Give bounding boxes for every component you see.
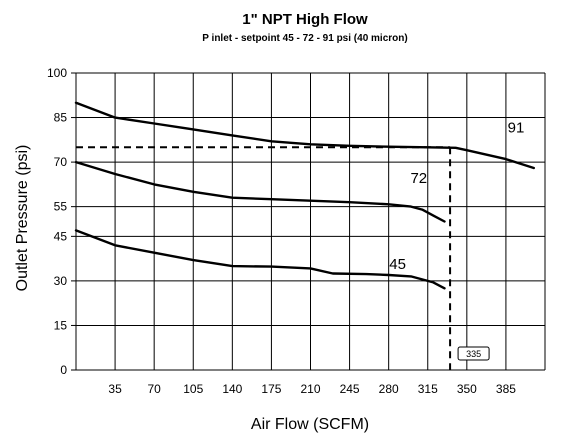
chart-subtitle: P inlet - setpoint 45 - 72 - 91 psi (40 … <box>202 33 407 44</box>
series-label-72: 72 <box>410 170 427 187</box>
y-tick-label: 100 <box>47 66 67 80</box>
series-label-91: 91 <box>508 119 525 136</box>
y-tick-label: 85 <box>54 111 68 125</box>
y-axis-label: Outlet Pressure (psi) <box>14 145 31 292</box>
x-axis-label: Air Flow (SCFM) <box>251 416 369 433</box>
x-tick-label: 245 <box>340 382 360 396</box>
series-line-72 <box>74 160 446 223</box>
grid <box>71 72 546 371</box>
x-tick-label: 385 <box>496 382 516 396</box>
y-tick-label: 0 <box>60 363 67 377</box>
x-tick-label: 140 <box>222 382 242 396</box>
chart-title: 1" NPT High Flow <box>242 11 368 28</box>
callout-label: 335 <box>466 349 481 359</box>
series-line-91 <box>74 101 535 170</box>
y-tick-label: 55 <box>54 200 68 214</box>
x-tick-label: 70 <box>147 382 161 396</box>
annotations: 335 <box>76 146 490 370</box>
x-tick-label: 35 <box>108 382 122 396</box>
x-tick-label: 350 <box>457 382 477 396</box>
y-tick-label: 15 <box>54 318 68 332</box>
y-tick-label: 45 <box>54 229 68 243</box>
series-line-45 <box>74 229 446 290</box>
x-tick-label: 315 <box>418 382 438 396</box>
x-tick-label: 210 <box>300 382 320 396</box>
x-tick-label: 280 <box>379 382 399 396</box>
tick-labels: 0 15 30 45 55 70 85 100 35 70 105 140 175 210 245 280 31… <box>47 66 516 396</box>
y-tick-label: 30 <box>54 274 68 288</box>
series: 91 72 45 <box>74 101 535 290</box>
y-tick-label: 70 <box>54 155 68 169</box>
x-tick-label: 175 <box>261 382 281 396</box>
x-tick-label: 105 <box>183 382 203 396</box>
series-label-45: 45 <box>389 256 406 273</box>
callout-box <box>457 346 490 361</box>
